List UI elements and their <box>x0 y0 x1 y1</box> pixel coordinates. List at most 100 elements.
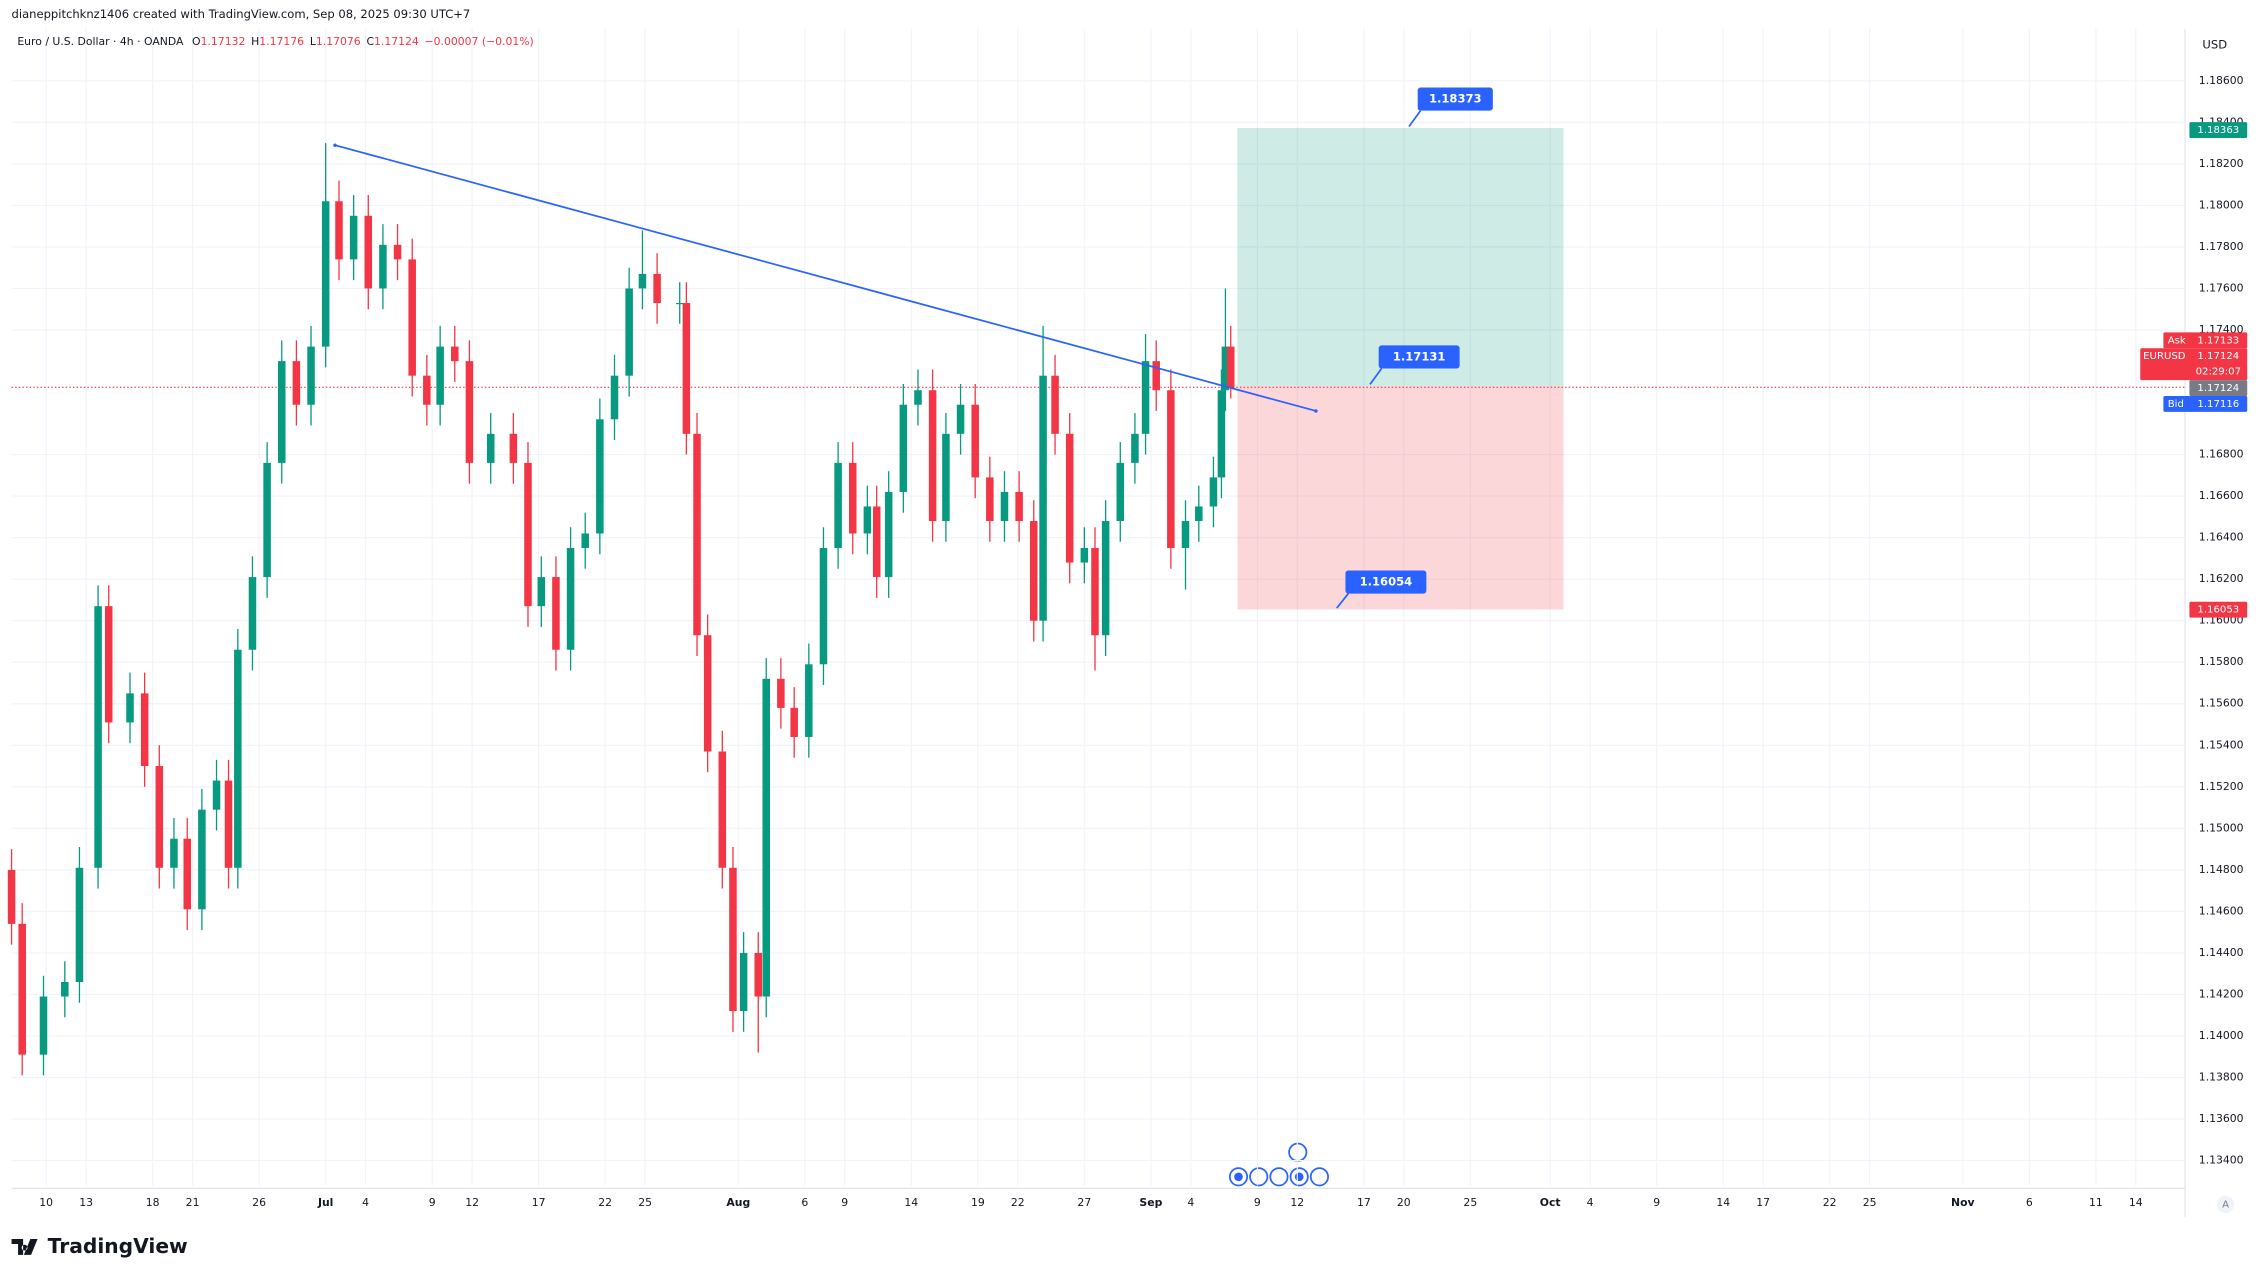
y-tick-label: 1.15400 <box>2199 738 2244 751</box>
x-tick-label: 25 <box>1863 1196 1877 1209</box>
candle-body <box>682 303 691 434</box>
candle-body <box>1195 506 1203 522</box>
position-pointer <box>1336 593 1350 609</box>
x-tick-label: Aug <box>726 1196 750 1209</box>
y-tick-label: 1.16600 <box>2199 489 2244 502</box>
x-tick-label: 9 <box>429 1196 436 1209</box>
candle-body <box>899 404 908 492</box>
stop-price-tag-bg <box>2189 601 2248 618</box>
position-label: 1.17131 <box>1393 349 1446 363</box>
x-tick-label: 22 <box>1011 1196 1025 1209</box>
legend-value: 1.17176 <box>259 35 304 48</box>
candle-body <box>863 506 872 534</box>
candle-body <box>675 303 684 305</box>
candle-body <box>7 869 16 924</box>
auto-button[interactable]: A <box>2222 1199 2229 1210</box>
y-tick-label: 1.13400 <box>2199 1154 2244 1167</box>
x-tick-label: 27 <box>1077 1196 1091 1209</box>
candle-body <box>486 433 495 463</box>
candle-body <box>1152 361 1160 391</box>
candle-body <box>739 952 748 1012</box>
legend-symbol: Euro / U.S. Dollar · 4h · OANDA <box>17 35 184 48</box>
candle-body <box>884 491 893 578</box>
x-tick-label: 20 <box>1397 1196 1411 1209</box>
y-tick-label: 1.14000 <box>2199 1029 2244 1042</box>
candle-body <box>971 404 979 478</box>
position-pointer <box>1369 367 1383 385</box>
candle-body <box>1116 462 1125 522</box>
position-label-bg <box>1417 87 1493 111</box>
candle-body <box>75 867 84 982</box>
candle-body <box>335 201 343 260</box>
candle-body <box>819 548 828 665</box>
candle-body <box>625 288 633 376</box>
x-tick-label: 6 <box>2026 1196 2033 1209</box>
candle-body <box>183 838 192 910</box>
symbol-tag: EURUSD <box>2143 351 2186 362</box>
event-icons <box>1228 1142 1329 1187</box>
x-tick-label: 9 <box>1653 1196 1660 1209</box>
candle-body <box>224 780 233 868</box>
symbol-tag-bg <box>2140 348 2248 381</box>
stop-price-tag: 1.16053 <box>2197 605 2239 616</box>
x-tick-label: 10 <box>39 1196 53 1209</box>
legend-key: O <box>192 35 201 48</box>
candle-body <box>1091 548 1099 636</box>
candle-body <box>393 244 402 260</box>
legend: Euro / U.S. Dollar · 4h · OANDA O1.17132 H… <box>17 35 533 48</box>
candle-body <box>140 693 149 767</box>
y-tick-label: 1.15000 <box>2199 821 2244 834</box>
y-tick-label: 1.17600 <box>2199 281 2244 294</box>
candle-body <box>18 923 26 1055</box>
candle-body <box>754 952 763 997</box>
candle-body <box>777 678 785 708</box>
candle-body <box>848 462 857 534</box>
candle-body <box>703 635 712 752</box>
target-price-tag-bg <box>2189 122 2248 138</box>
grid <box>11 28 2186 1186</box>
candle-body <box>104 606 113 723</box>
candle-body <box>1217 390 1226 478</box>
candles <box>7 143 1235 1076</box>
x-tick-label: 18 <box>146 1196 160 1209</box>
brand-logo <box>11 1238 38 1255</box>
candle-body <box>956 404 965 434</box>
candle-body <box>436 346 444 405</box>
candle-body <box>1015 491 1023 522</box>
candle-body <box>212 780 221 810</box>
y-tick-label: 1.18200 <box>2199 157 2244 170</box>
ask-label: Ask <box>2168 335 2186 346</box>
position-label: 1.16054 <box>1360 575 1413 589</box>
bid-tag-bg <box>2163 395 2248 412</box>
candle-body <box>524 462 532 607</box>
close-tag: 1.17124 <box>2197 383 2239 394</box>
y-tick-label: 1.13600 <box>2199 1112 2244 1125</box>
candle-body <box>1065 433 1074 563</box>
candle-body <box>1226 346 1235 389</box>
candle-body <box>872 506 881 578</box>
x-tick-label: 4 <box>1187 1196 1194 1209</box>
auto-button-bg[interactable] <box>2216 1195 2235 1213</box>
y-tick-label: 1.14200 <box>2199 987 2244 1000</box>
candle-body <box>509 433 518 463</box>
y-tick-label: 1.16800 <box>2199 448 2244 461</box>
x-tick-label: 17 <box>1357 1196 1371 1209</box>
bid-value: 1.17116 <box>2197 399 2239 410</box>
legend-value: 1.17132 <box>201 35 246 48</box>
candle-body <box>805 664 813 737</box>
candle-body <box>465 361 474 463</box>
candle-body <box>653 273 661 304</box>
x-tick-label: 12 <box>465 1196 479 1209</box>
candle-body <box>1039 375 1047 621</box>
candle-body <box>321 201 330 347</box>
candle-body <box>423 375 431 405</box>
target-price-tag: 1.18363 <box>2197 125 2239 136</box>
candle-body <box>408 259 416 376</box>
overlays: 1.18373 1.17131 1.16054 <box>333 87 1493 609</box>
position-pointer <box>1408 110 1422 128</box>
candle-body <box>537 577 546 607</box>
x-tick-label: 26 <box>252 1196 266 1209</box>
